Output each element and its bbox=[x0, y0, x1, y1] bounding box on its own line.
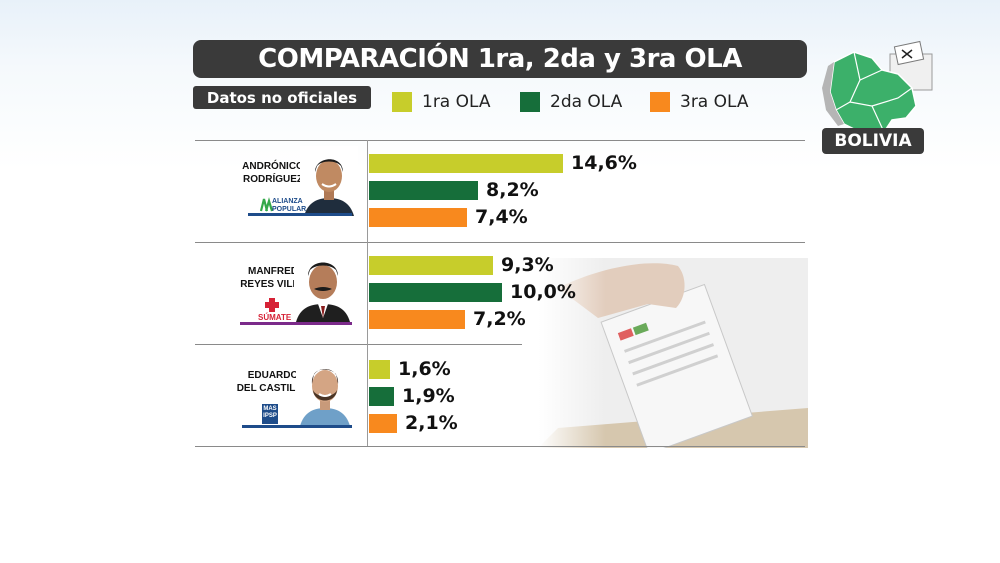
legend-label: 3ra OLA bbox=[680, 92, 749, 112]
bar-eduardo-ola-1 bbox=[369, 360, 390, 379]
chart-subtitle: Datos no oficiales bbox=[193, 86, 371, 109]
legend-swatch bbox=[650, 92, 670, 112]
legend-item-2da-ola: 2da OLA bbox=[520, 92, 622, 112]
party-name-line: MAS bbox=[263, 406, 277, 412]
party-logo-alianza-popular bbox=[259, 197, 274, 212]
bar-andronico-ola-2 bbox=[369, 181, 478, 200]
country-label: BOLIVIA bbox=[822, 128, 924, 154]
bar-eduardo-ola-2 bbox=[369, 387, 394, 406]
legend-label: 2da OLA bbox=[550, 92, 623, 112]
bar-value-label: 1,9% bbox=[402, 385, 455, 407]
candidate-portrait-andronico bbox=[300, 146, 358, 216]
legend-swatch bbox=[392, 92, 412, 112]
bar-value-label: 14,6% bbox=[571, 152, 637, 174]
bar-value-label: 9,3% bbox=[501, 254, 554, 276]
party-name-line: ALIANZA bbox=[272, 198, 303, 205]
candidate-underline bbox=[248, 213, 352, 216]
party-name-line: IPSP bbox=[263, 413, 277, 419]
bar-value-label: 2,1% bbox=[405, 412, 458, 434]
axis-line bbox=[367, 140, 368, 446]
bolivia-map-icon bbox=[822, 40, 933, 139]
candidate-name-line: MANFRED bbox=[248, 266, 298, 277]
candidate-name-manfred: MANFRED REYES VILLA bbox=[238, 265, 308, 291]
candidate-portrait-manfred bbox=[294, 252, 352, 322]
row-divider bbox=[195, 344, 522, 345]
row-divider bbox=[195, 242, 805, 243]
bar-eduardo-ola-3 bbox=[369, 414, 397, 433]
candidate-underline bbox=[240, 322, 352, 325]
candidate-name-line: ANDRÓNICO bbox=[242, 161, 304, 172]
party-logo-sumate bbox=[265, 298, 279, 312]
candidate-portrait-eduardo bbox=[296, 356, 354, 426]
bar-manfred-ola-3 bbox=[369, 310, 465, 329]
row-divider-top bbox=[195, 140, 805, 141]
ballot-hand-illustration bbox=[538, 258, 808, 448]
party-name-line: POPULAR bbox=[272, 206, 307, 213]
candidate-name-line: REYES VILLA bbox=[240, 279, 306, 290]
bar-value-label: 1,6% bbox=[398, 358, 451, 380]
candidate-name-line: DEL CASTILLO bbox=[236, 383, 310, 394]
legend-item-3ra-ola: 3ra OLA bbox=[650, 92, 749, 112]
legend-swatch bbox=[520, 92, 540, 112]
bar-andronico-ola-3 bbox=[369, 208, 467, 227]
bar-manfred-ola-2 bbox=[369, 283, 502, 302]
candidate-name-eduardo: EDUARDO DEL CASTILLO bbox=[234, 369, 312, 395]
bar-andronico-ola-1 bbox=[369, 154, 563, 173]
legend-item-1ra-ola: 1ra OLA bbox=[392, 92, 491, 112]
party-logo-mas-ipsp: MAS IPSP bbox=[262, 404, 278, 424]
row-divider-bottom bbox=[195, 446, 805, 447]
bar-value-label: 8,2% bbox=[486, 179, 539, 201]
candidate-name-line: EDUARDO bbox=[247, 370, 299, 381]
party-name-sumate: SÚMATE bbox=[258, 314, 291, 322]
bar-value-label: 7,4% bbox=[475, 206, 528, 228]
party-name-line: SÚMATE bbox=[258, 313, 292, 322]
bar-value-label: 10,0% bbox=[510, 281, 576, 303]
bar-value-label: 7,2% bbox=[473, 308, 526, 330]
candidate-name-line: RODRÍGUEZ bbox=[243, 174, 303, 185]
legend-label: 1ra OLA bbox=[422, 92, 491, 112]
chart-title: COMPARACIÓN 1ra, 2da y 3ra OLA bbox=[193, 40, 807, 78]
party-name-alianza-popular: ALIANZA POPULAR bbox=[272, 198, 306, 214]
candidate-underline bbox=[242, 425, 352, 428]
bar-manfred-ola-1 bbox=[369, 256, 493, 275]
candidate-name-andronico: ANDRÓNICO RODRÍGUEZ bbox=[238, 160, 308, 186]
